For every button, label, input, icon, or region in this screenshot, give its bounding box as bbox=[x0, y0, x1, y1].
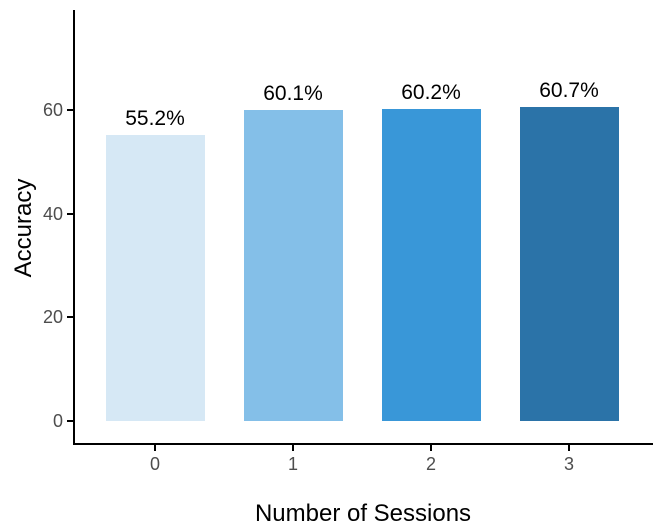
y-tick-mark bbox=[67, 420, 73, 422]
y-tick-label: 60 bbox=[42, 100, 63, 121]
plot-panel: 0 20 40 60 55.2% 0 60.1% 1 60.2% 2 60.7% 3 bbox=[43, 10, 653, 474]
y-tick-label: 20 bbox=[42, 307, 63, 328]
bar-value-label: 60.1% bbox=[263, 81, 323, 105]
y-tick-mark bbox=[67, 212, 73, 215]
x-tick-mark bbox=[430, 445, 432, 451]
x-tick-label: 1 bbox=[287, 454, 298, 474]
bar-sessions-2 bbox=[381, 109, 481, 421]
x-tick-label: 2 bbox=[425, 454, 436, 474]
x-tick-mark bbox=[568, 445, 570, 451]
y-axis-title: Accuracy bbox=[10, 178, 37, 278]
bar-value-label: 55.2% bbox=[125, 107, 185, 131]
bar-sessions-1 bbox=[243, 109, 343, 421]
bar-sessions-3 bbox=[519, 106, 619, 421]
x-tick-label: 3 bbox=[563, 454, 574, 474]
bar-value-label: 60.2% bbox=[401, 81, 461, 105]
bar-value-label: 60.7% bbox=[539, 78, 599, 102]
y-tick-mark bbox=[67, 109, 73, 112]
x-axis-title: Number of Sessions bbox=[254, 500, 472, 527]
x-tick-mark bbox=[154, 445, 156, 451]
y-tick-mark bbox=[67, 316, 73, 319]
x-tick-mark bbox=[292, 445, 294, 451]
x-tick-label: 0 bbox=[149, 454, 160, 474]
y-tick-label: 40 bbox=[42, 203, 63, 224]
bar-sessions-0 bbox=[105, 135, 205, 421]
y-tick-label: 0 bbox=[52, 411, 63, 431]
